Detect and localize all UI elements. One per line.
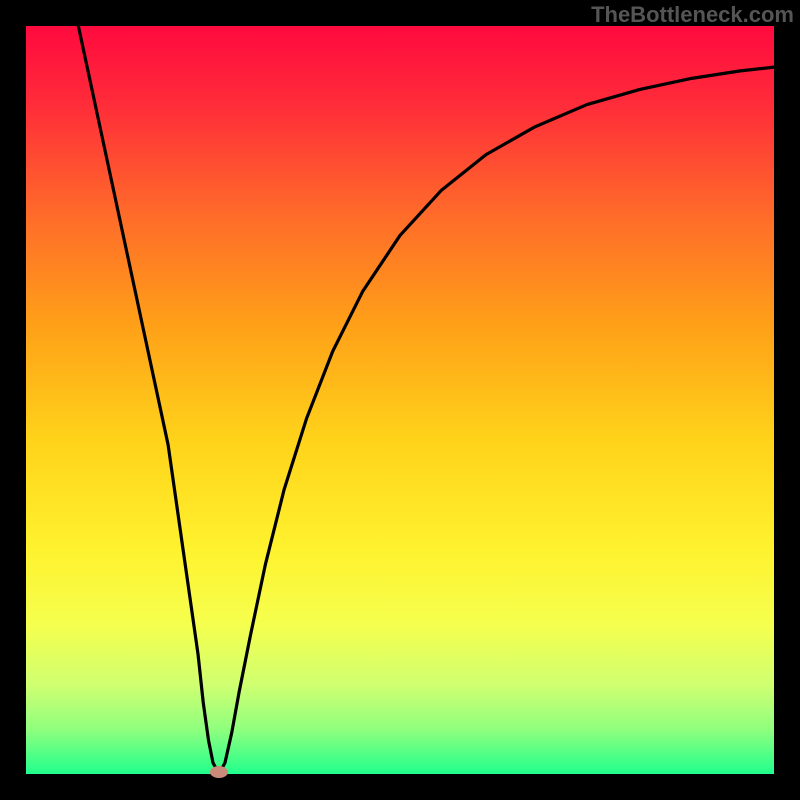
optimal-point-marker bbox=[210, 766, 228, 778]
bottleneck-chart bbox=[0, 0, 800, 800]
chart-background bbox=[26, 26, 774, 774]
watermark-text: TheBottleneck.com bbox=[591, 2, 794, 28]
chart-container: TheBottleneck.com bbox=[0, 0, 800, 800]
